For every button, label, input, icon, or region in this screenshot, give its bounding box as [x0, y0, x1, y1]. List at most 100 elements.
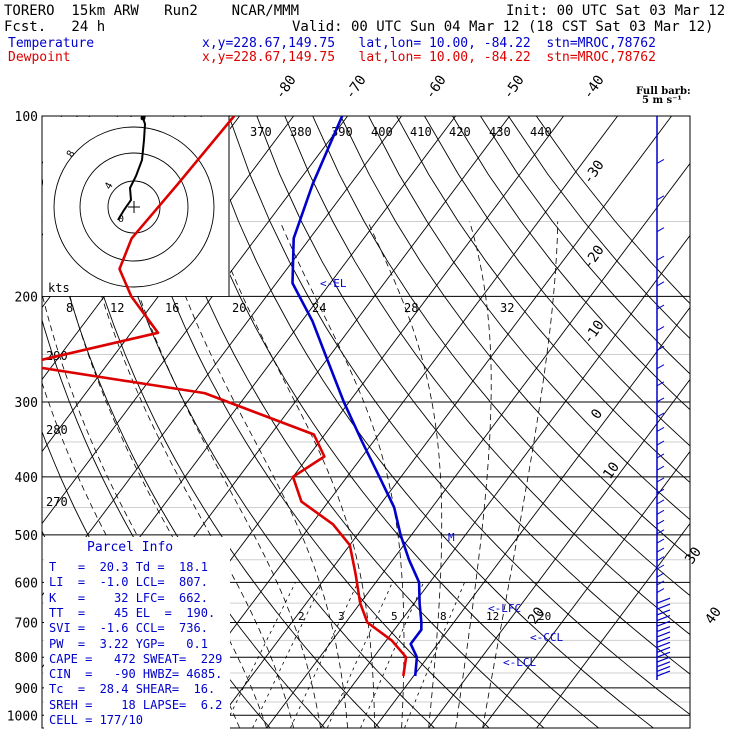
mixing-ratio-label: 5 — [391, 610, 398, 623]
wind-barb — [656, 661, 671, 668]
dry-adiabat — [256, 116, 690, 675]
isotherm-line — [42, 116, 348, 525]
isotherm-line — [42, 116, 402, 597]
dry-adiabat — [340, 116, 690, 558]
parcel-info-row: PW = 3.22 YGP= 0.1 — [49, 636, 208, 651]
parcel-info-panel: Parcel Info T = 20.3 Td = 18.1 LI = -1.0 … — [44, 537, 230, 729]
dry-adiabat — [60, 116, 380, 728]
wind-barb — [656, 631, 671, 638]
wind-barb — [656, 519, 665, 525]
hodo-speed-label: 32 — [500, 301, 514, 315]
hodo-units-label: kts — [48, 281, 70, 295]
wind-barb — [656, 397, 665, 403]
dry-adiabat — [228, 116, 690, 716]
wind-barb — [656, 465, 665, 471]
hodo-trace — [117, 117, 147, 221]
parcel-info-row: CIN = -90 HWBZ= 4685. — [49, 667, 223, 682]
header-line1-left: TORERO 15km ARW Run2 NCAR/MMM — [4, 3, 300, 19]
hodo-speed-label: 24 — [312, 301, 326, 315]
mixing-ratio-line — [223, 582, 296, 728]
pressure-label: 400 — [15, 471, 38, 486]
dry-adiabat — [535, 116, 690, 305]
hodo-ring-label: 0 — [118, 214, 124, 225]
wind-barb — [656, 304, 665, 310]
wind-barb — [656, 364, 665, 370]
wind-barb — [656, 656, 671, 663]
theta-label: 420 — [449, 125, 471, 139]
mixing-ratio-label: 3 — [338, 610, 345, 623]
dewpoint-legend-label: Dewpoint — [8, 50, 71, 65]
dewpoint-profile — [42, 116, 408, 677]
hodo-speed-label: 20 — [232, 301, 246, 315]
wind-barb — [656, 651, 671, 658]
dry-adiabat — [452, 116, 690, 411]
parcel-info-title: Parcel Info — [87, 540, 174, 555]
hodo-speed-label: 12 — [110, 301, 124, 315]
dry-adiabat — [424, 116, 690, 447]
wind-barb — [656, 326, 665, 331]
wind-barb — [656, 670, 671, 677]
level-marker: <-CCL — [530, 631, 563, 644]
wind-barb — [656, 580, 665, 586]
wind-barb — [656, 556, 665, 562]
mixing-ratio-line — [290, 582, 359, 728]
wind-barb — [656, 159, 665, 164]
moist-adiabat — [367, 221, 443, 728]
parcel-info-row: LI = -1.0 LCL= 807. — [49, 575, 208, 590]
parcel-info-row: T = 20.3 Td = 18.1 — [49, 560, 208, 574]
dry-adiabat — [88, 116, 435, 728]
parcel-info-row: TT = 45 EL = 190. — [49, 605, 216, 620]
hodo-ring-label: 4 — [103, 181, 116, 192]
dry-adiabat — [312, 116, 690, 597]
pressure-label: 100 — [15, 110, 38, 125]
parcel-info-row: CELL = 177/10 — [49, 713, 143, 727]
wind-barb — [656, 499, 665, 505]
theta-e-label: 270 — [46, 495, 68, 509]
isotherm-label: 10 — [600, 459, 623, 482]
isotherm-line — [482, 450, 690, 728]
wind-panel-title: Full barb: — [636, 86, 691, 97]
temperature-legend-label: Temperature — [8, 36, 95, 51]
wind-barb — [656, 195, 665, 201]
wind-barb — [656, 620, 671, 627]
wind-barb — [656, 488, 665, 494]
isotherm-label: 30 — [682, 544, 705, 567]
wind-barb — [656, 477, 665, 483]
pressure-label: 800 — [15, 651, 38, 666]
dry-adiabat — [144, 116, 545, 728]
wind-barb — [656, 227, 665, 233]
level-marker: <-EL — [320, 277, 347, 290]
wind-barb — [656, 615, 671, 622]
isotherm-label: -40 — [580, 72, 608, 102]
moist-adiabat — [211, 221, 375, 728]
mixing-ratio-line — [252, 582, 323, 728]
wind-barb — [656, 427, 665, 432]
isotherm-line — [374, 306, 690, 728]
wind-barb — [656, 345, 665, 351]
mixing-ratio-line — [360, 582, 424, 728]
pressure-label: 600 — [15, 576, 38, 591]
isotherm-line — [428, 378, 690, 728]
hodo-ring — [53, 126, 215, 288]
dry-adiabat — [368, 116, 690, 521]
pressure-label: 200 — [15, 290, 38, 305]
isotherm-line — [158, 116, 618, 728]
pressure-label: 300 — [15, 396, 38, 411]
dry-adiabat — [284, 116, 690, 636]
wind-barb — [656, 381, 665, 387]
hodo-speed-label: 8 — [66, 301, 73, 315]
mixing-ratio-label: 2 — [298, 610, 305, 623]
theta-label: 400 — [371, 125, 393, 139]
wind-barb — [656, 509, 665, 515]
theta-label: 430 — [489, 125, 511, 139]
moist-adiabat — [455, 221, 492, 728]
header-line2-left: Fcst. 24 h — [4, 19, 106, 35]
wind-barb — [656, 603, 671, 610]
parcel-info-row: Tc = 28.4 SHEAR= 16. — [49, 682, 216, 697]
wind-barb — [656, 597, 671, 604]
theta-label: 380 — [290, 125, 312, 139]
wind-barb — [656, 665, 671, 673]
dry-adiabat — [396, 116, 690, 484]
hodo-top-point — [140, 115, 146, 121]
